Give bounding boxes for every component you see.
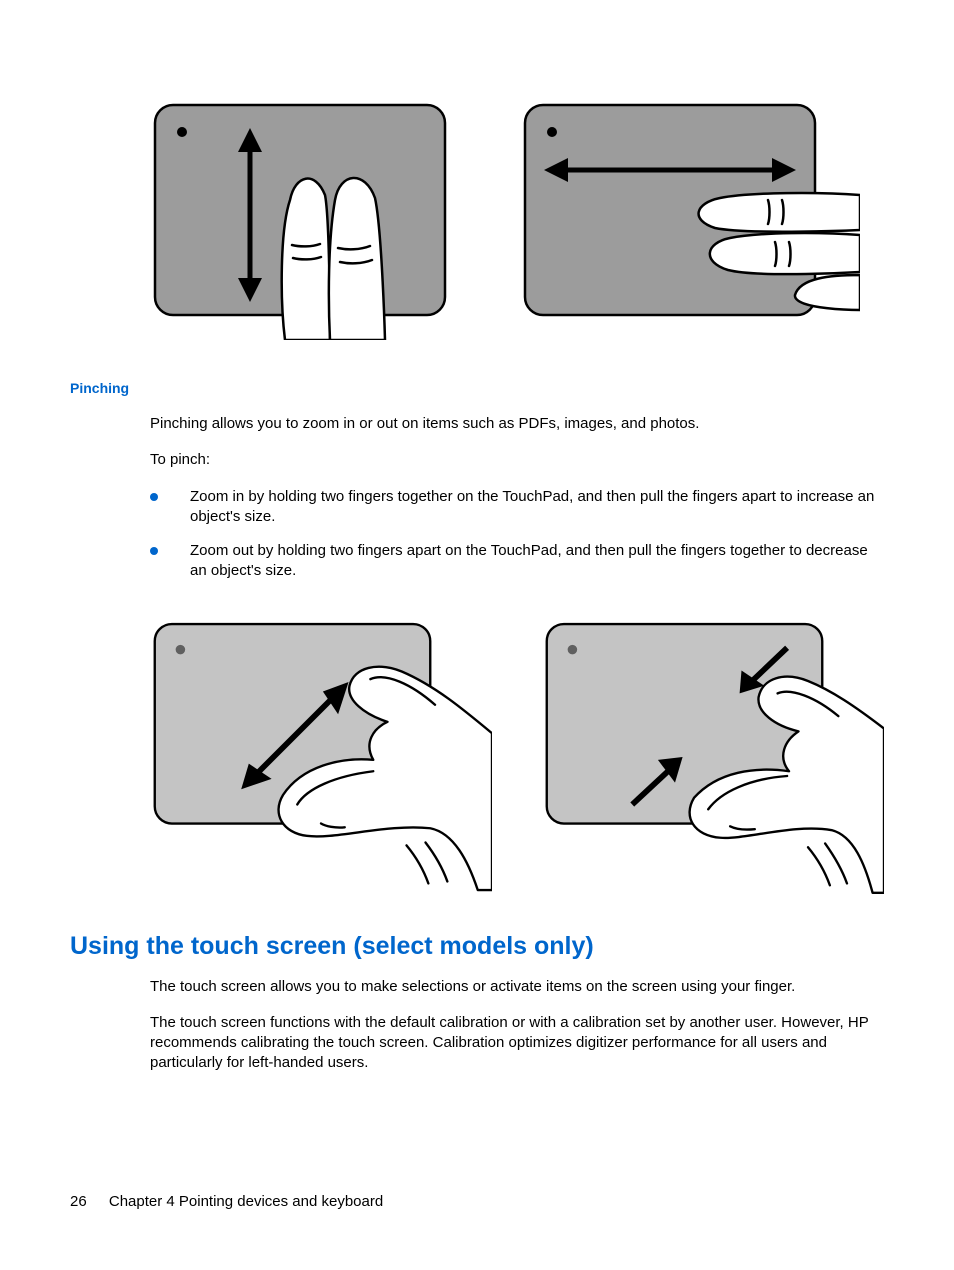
pinch-diagram-row bbox=[150, 612, 884, 902]
page-number: 26 bbox=[70, 1193, 87, 1210]
scroll-horizontal-diagram bbox=[520, 100, 860, 340]
touchscreen-para2: The touch screen functions with the defa… bbox=[150, 1013, 884, 1074]
pinching-bullets: Zoom in by holding two fingers together … bbox=[150, 487, 884, 582]
pinch-in-diagram bbox=[542, 612, 884, 902]
pinching-bullet-2: Zoom out by holding two fingers apart on… bbox=[150, 541, 884, 582]
touchscreen-para1: The touch screen allows you to make sele… bbox=[150, 977, 884, 997]
pinching-to-pinch: To pinch: bbox=[150, 450, 884, 470]
pinch-out-diagram bbox=[150, 612, 492, 902]
scroll-vertical-diagram bbox=[150, 100, 470, 340]
chapter-title: Chapter 4 Pointing devices and keyboard bbox=[109, 1193, 383, 1210]
scroll-diagram-row bbox=[150, 100, 884, 340]
pinching-heading: Pinching bbox=[70, 380, 884, 396]
pinching-bullet-1: Zoom in by holding two fingers together … bbox=[150, 487, 884, 528]
page-footer: 26 Chapter 4 Pointing devices and keyboa… bbox=[70, 1193, 383, 1210]
pinching-intro: Pinching allows you to zoom in or out on… bbox=[150, 414, 884, 434]
touchscreen-heading: Using the touch screen (select models on… bbox=[70, 932, 884, 961]
